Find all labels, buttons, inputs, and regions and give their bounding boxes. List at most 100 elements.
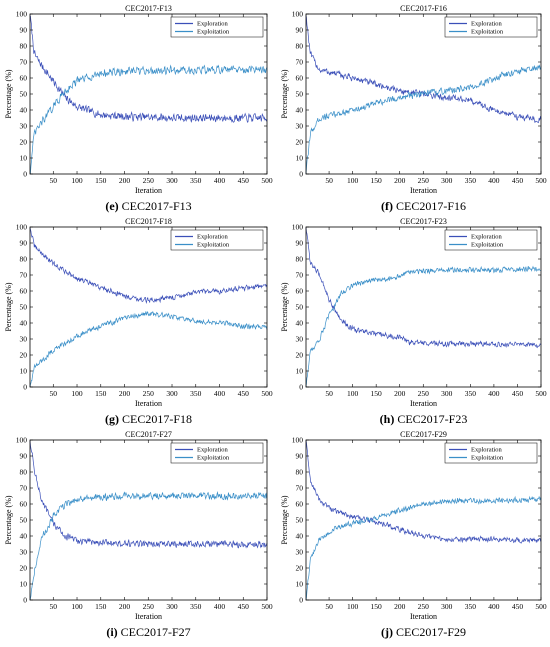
x-tick-label: 50 [325, 176, 333, 185]
legend-label-exploration: Exploration [197, 447, 228, 454]
plot-frame [305, 226, 542, 388]
series-line-exploitation [305, 64, 542, 175]
series-line-exploitation [29, 490, 268, 601]
plot-frame [305, 439, 542, 601]
x-tick-label: 50 [50, 389, 58, 398]
x-tick-label: 250 [418, 389, 430, 398]
x-tick-label: 100 [71, 602, 83, 611]
x-tick-label: 350 [465, 389, 477, 398]
x-tick-label: 200 [119, 389, 131, 398]
panel-caption: (i) CEC2017-F27 [106, 625, 190, 639]
y-tick-label: 100 [16, 436, 28, 445]
y-tick-label: 10 [296, 154, 304, 163]
x-axis-label: Iteration [410, 186, 437, 195]
legend-label-exploitation: Exploitation [471, 455, 504, 462]
caption-letter: (h) [380, 412, 395, 426]
caption-text: CEC2017-F29 [396, 625, 466, 639]
legend-box [444, 16, 538, 38]
x-tick-label: 150 [371, 176, 383, 185]
x-tick-label: 400 [214, 602, 226, 611]
x-tick-label: 50 [325, 389, 333, 398]
x-tick-label: 250 [143, 602, 155, 611]
caption-letter: (j) [381, 625, 393, 639]
legend-label-exploitation: Exploitation [197, 455, 230, 462]
chart-panel-6: CEC2017-F29 0 10 20 30 40 50 60 70 80 90 100 50 100 15… [280, 430, 547, 639]
x-tick-label: 500 [261, 389, 273, 398]
y-tick-label: 50 [20, 303, 28, 312]
x-tick-label: 150 [371, 602, 383, 611]
legend-label-exploitation: Exploitation [197, 29, 230, 36]
x-axis-label: Iteration [135, 399, 162, 408]
y-axis-label: Percentage (%) [4, 495, 13, 544]
x-tick-label: 50 [50, 602, 58, 611]
legend-label-exploitation: Exploitation [471, 242, 504, 249]
chart-title: CEC2017-F29 [400, 430, 447, 439]
y-tick-label: 50 [296, 303, 304, 312]
x-tick-label: 500 [261, 176, 273, 185]
x-tick-label: 350 [190, 389, 202, 398]
x-axis-label: Iteration [410, 399, 437, 408]
y-tick-label: 20 [296, 564, 304, 573]
y-tick-label: 20 [20, 351, 28, 360]
y-tick-label: 50 [20, 90, 28, 99]
y-tick-label: 10 [296, 580, 304, 589]
legend-label-exploitation: Exploitation [471, 29, 504, 36]
panel-caption: (h) CEC2017-F23 [380, 412, 468, 426]
y-tick-label: 0 [299, 170, 303, 179]
y-tick-label: 60 [20, 287, 28, 296]
y-tick-label: 10 [20, 154, 28, 163]
y-axis-label: Percentage (%) [280, 282, 289, 331]
y-tick-label: 90 [296, 239, 304, 248]
y-tick-label: 60 [296, 74, 304, 83]
x-tick-label: 300 [166, 389, 178, 398]
caption-letter: (f) [381, 199, 393, 213]
x-tick-label: 450 [238, 602, 250, 611]
y-tick-label: 40 [296, 106, 304, 115]
legend-label-exploration: Exploration [471, 447, 502, 454]
y-tick-label: 90 [296, 452, 304, 461]
legend-box [170, 16, 264, 38]
y-tick-label: 70 [20, 484, 28, 493]
plot-frame [29, 226, 268, 388]
x-tick-label: 200 [119, 602, 131, 611]
chart-title: CEC2017-F18 [125, 217, 172, 226]
x-axis-label: Iteration [410, 612, 437, 621]
x-tick-label: 250 [418, 176, 430, 185]
x-tick-label: 100 [347, 389, 359, 398]
x-tick-label: 350 [190, 602, 202, 611]
x-tick-label: 300 [441, 176, 453, 185]
legend-label-exploration: Exploration [197, 21, 228, 28]
y-tick-label: 40 [20, 319, 28, 328]
y-tick-label: 90 [20, 452, 28, 461]
y-tick-label: 0 [23, 170, 27, 179]
y-tick-label: 70 [296, 271, 304, 280]
y-tick-label: 40 [296, 532, 304, 541]
chart-title: CEC2017-F13 [125, 4, 172, 13]
series-line-exploration [29, 440, 268, 549]
panel-caption: (j) CEC2017-F29 [381, 625, 466, 639]
legend-label-exploration: Exploration [471, 234, 502, 241]
x-tick-label: 400 [214, 389, 226, 398]
y-tick-label: 100 [292, 10, 304, 19]
caption-letter: (g) [105, 412, 119, 426]
x-tick-label: 350 [190, 176, 202, 185]
caption-text: CEC2017-F16 [396, 199, 466, 213]
y-tick-label: 40 [20, 106, 28, 115]
x-tick-label: 100 [347, 176, 359, 185]
series-line-exploitation [305, 495, 542, 601]
x-tick-label: 400 [488, 602, 500, 611]
x-tick-label: 100 [71, 176, 83, 185]
y-tick-label: 80 [20, 468, 28, 477]
x-tick-label: 150 [371, 389, 383, 398]
y-tick-label: 90 [296, 26, 304, 35]
x-tick-label: 250 [143, 176, 155, 185]
y-tick-label: 60 [20, 500, 28, 509]
y-tick-label: 80 [296, 42, 304, 51]
caption-text: CEC2017-F18 [122, 412, 192, 426]
chart-title: CEC2017-F16 [400, 4, 447, 13]
series-line-exploration [29, 227, 268, 305]
x-tick-label: 450 [238, 389, 250, 398]
